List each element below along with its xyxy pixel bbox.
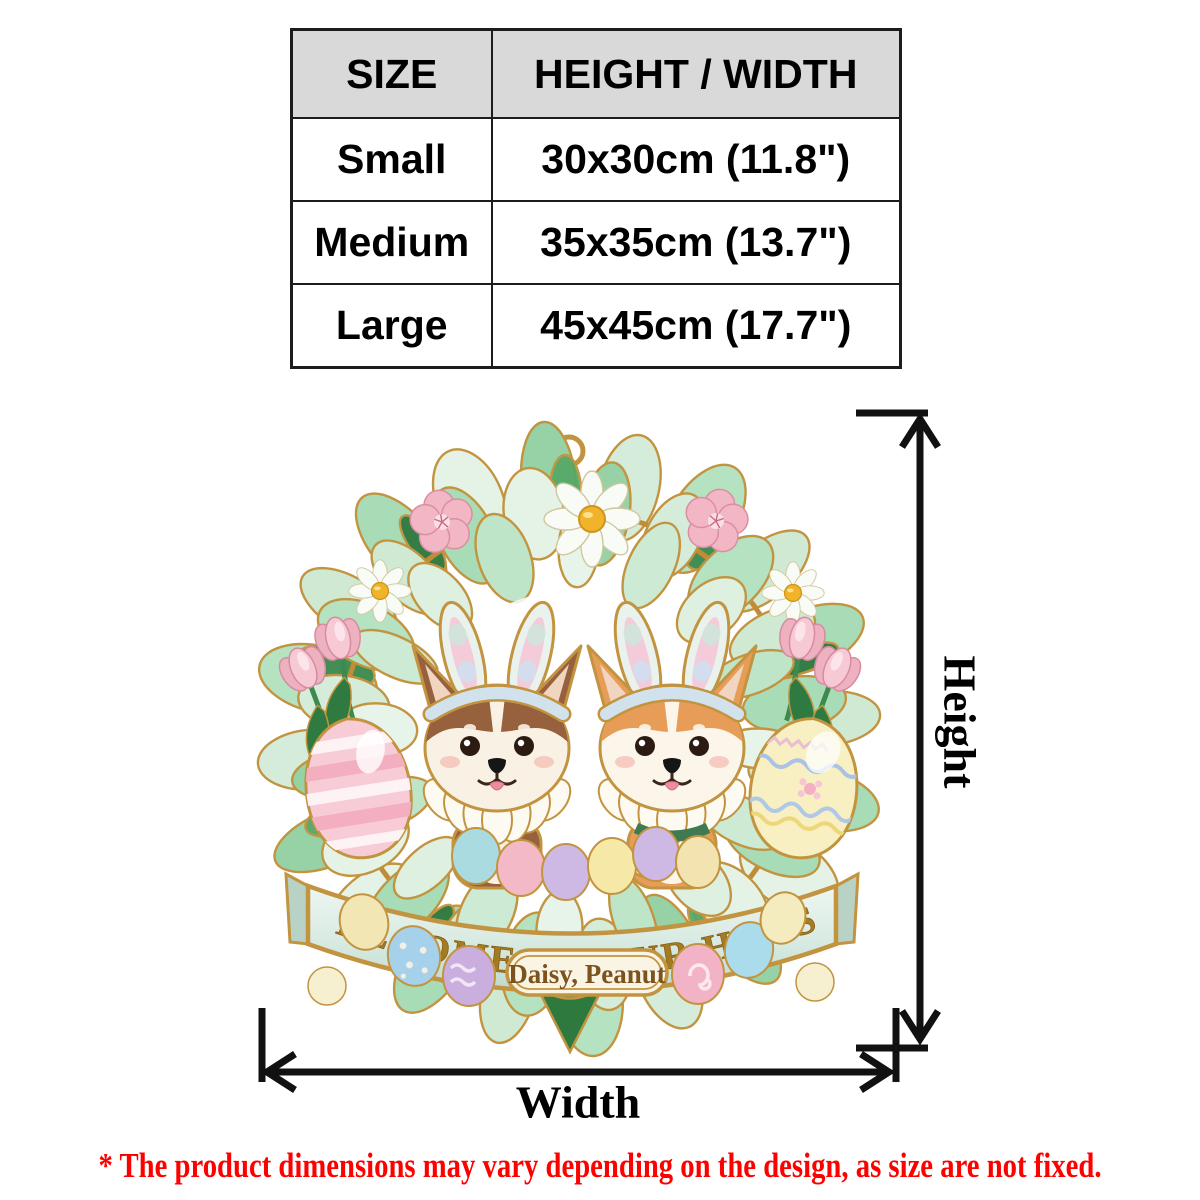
size-table-header-row: SIZE HEIGHT / WIDTH — [290, 28, 902, 119]
size-column-header: SIZE — [290, 28, 493, 119]
table-row: Large 45x45cm (17.7") — [290, 283, 902, 369]
table-row: Medium 35x35cm (13.7") — [290, 200, 902, 285]
disclaimer-note: * The product dimensions may vary depend… — [0, 1146, 1200, 1186]
plaque-names-text: Daisy, Peanut — [508, 959, 666, 989]
easter-eggs-bottom-row — [338, 891, 807, 1007]
width-label: Width — [515, 1076, 641, 1128]
dimensions-cell-large: 45x45cm (17.7") — [490, 283, 902, 369]
easter-egg-pink-striped — [295, 717, 421, 860]
name-plaque: Daisy, Peanut — [505, 948, 669, 997]
daisy-flower-icon — [543, 470, 641, 568]
disclaimer-text: * The product dimensions may vary depend… — [98, 1146, 1102, 1185]
size-cell-small: Small — [290, 117, 493, 202]
easter-eggs-cluster — [451, 826, 721, 901]
table-row: Small 30x30cm (11.8") — [290, 117, 902, 202]
daisy-flower-icon — [761, 561, 825, 625]
dimensions-column-header: HEIGHT / WIDTH — [490, 28, 902, 119]
wreath-illustration: WELCOME TO OUR HOUSE — [240, 415, 882, 1058]
daisy-flower-icon — [348, 559, 412, 623]
height-label: Height — [934, 655, 986, 789]
glass-bead — [307, 966, 347, 1006]
easter-egg-yellow-decorated — [744, 717, 862, 860]
size-cell-large: Large — [290, 283, 493, 369]
size-cell-medium: Medium — [290, 200, 493, 285]
dimensions-cell-medium: 35x35cm (13.7") — [490, 200, 902, 285]
glass-bead — [795, 962, 835, 1002]
size-table: SIZE HEIGHT / WIDTH Small 30x30cm (11.8"… — [290, 28, 902, 369]
dimensions-cell-small: 30x30cm (11.8") — [490, 117, 902, 202]
